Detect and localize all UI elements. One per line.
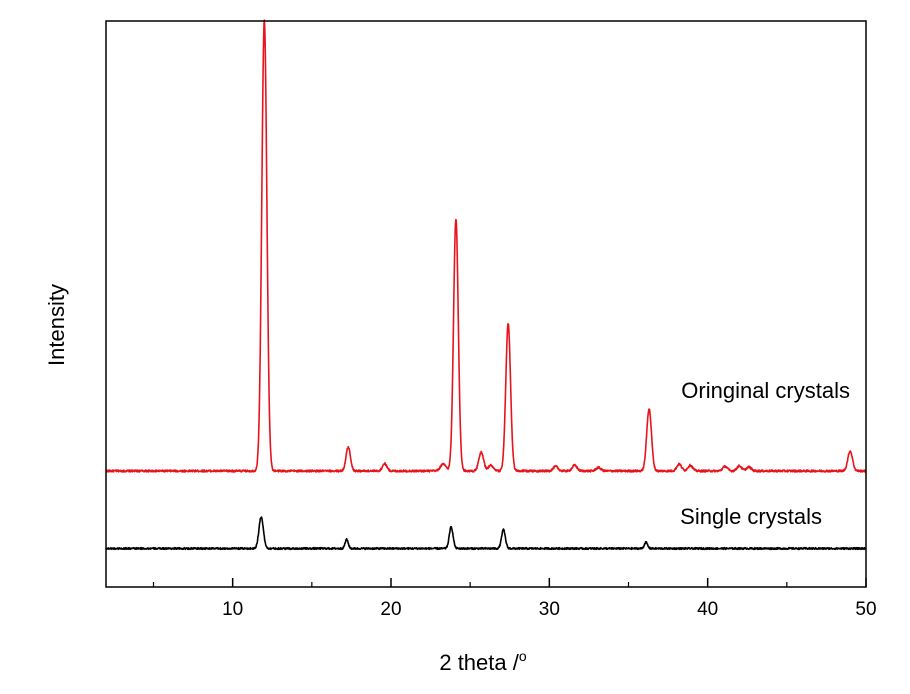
plot-frame (105, 20, 867, 588)
x-tick-label: 40 (697, 599, 718, 620)
annotation-original: Oringinal crystals (681, 378, 850, 403)
series-line-original (105, 19, 867, 473)
annotation-single: Single crystals (680, 504, 822, 529)
x-tick-label: 10 (222, 599, 243, 620)
x-tick-label: 20 (380, 599, 401, 620)
x-axis-title-text: 2 theta / (439, 650, 519, 675)
series-layer (105, 19, 867, 551)
x-axis-title-superscript: o (519, 648, 527, 664)
x-tick-label: 50 (855, 599, 876, 620)
x-ticks: 10 20 30 40 50 (152, 578, 877, 620)
x-axis-title: 2 theta /o (439, 648, 527, 675)
x-tick-label: 30 (539, 599, 560, 620)
y-axis-title: Intensity (44, 284, 69, 366)
series-line-single (105, 516, 867, 551)
